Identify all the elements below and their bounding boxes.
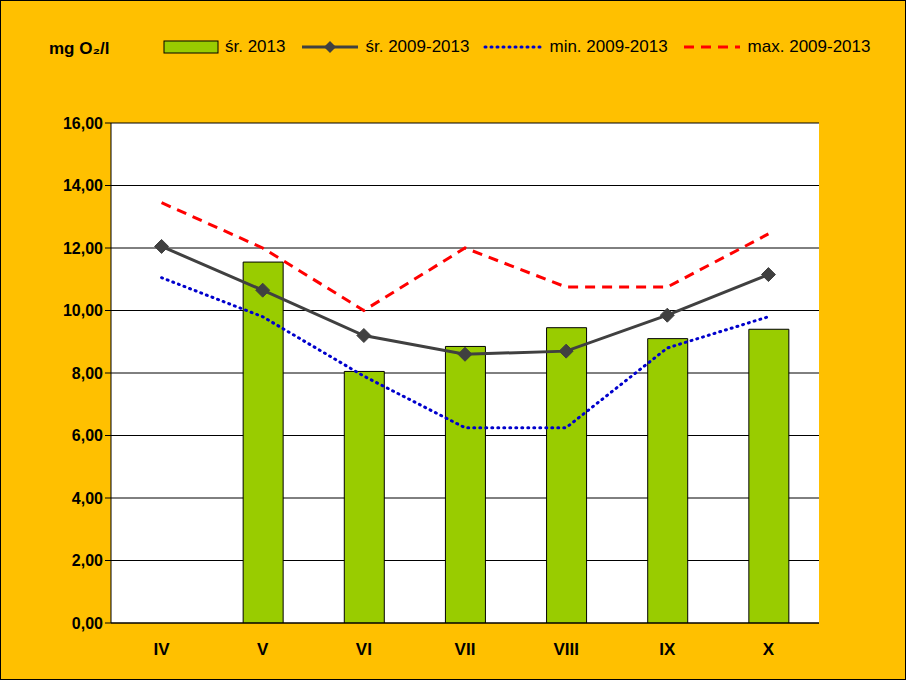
svg-text:IX: IX (659, 640, 676, 659)
svg-text:V: V (257, 640, 269, 659)
svg-text:16,00: 16,00 (63, 115, 103, 132)
svg-text:6,00: 6,00 (72, 427, 103, 444)
html-text:mg O₂/l: mg O₂/l (49, 39, 110, 58)
svg-text:VII: VII (455, 640, 476, 659)
html-text:min. 2009-2013: min. 2009-2013 (549, 37, 668, 56)
svg-text:12,00: 12,00 (63, 240, 103, 257)
svg-text:14,00: 14,00 (63, 177, 103, 194)
svg-text:4,00: 4,00 (72, 490, 103, 507)
html-text:śr. 2009-2013: śr. 2009-2013 (365, 37, 470, 56)
svg-text:VI: VI (356, 640, 372, 659)
html-text:śr. 2013: śr. 2013 (225, 37, 286, 56)
html-text:max. 2009-2013: max. 2009-2013 (747, 37, 871, 56)
svg-text:VIII: VIII (553, 640, 579, 659)
svg-text:0,00: 0,00 (72, 615, 103, 632)
svg-text:8,00: 8,00 (72, 365, 103, 382)
svg-text:IV: IV (154, 640, 171, 659)
svg-text:2,00: 2,00 (72, 552, 103, 569)
svg-text:10,00: 10,00 (63, 302, 103, 319)
svg-text:X: X (763, 640, 775, 659)
